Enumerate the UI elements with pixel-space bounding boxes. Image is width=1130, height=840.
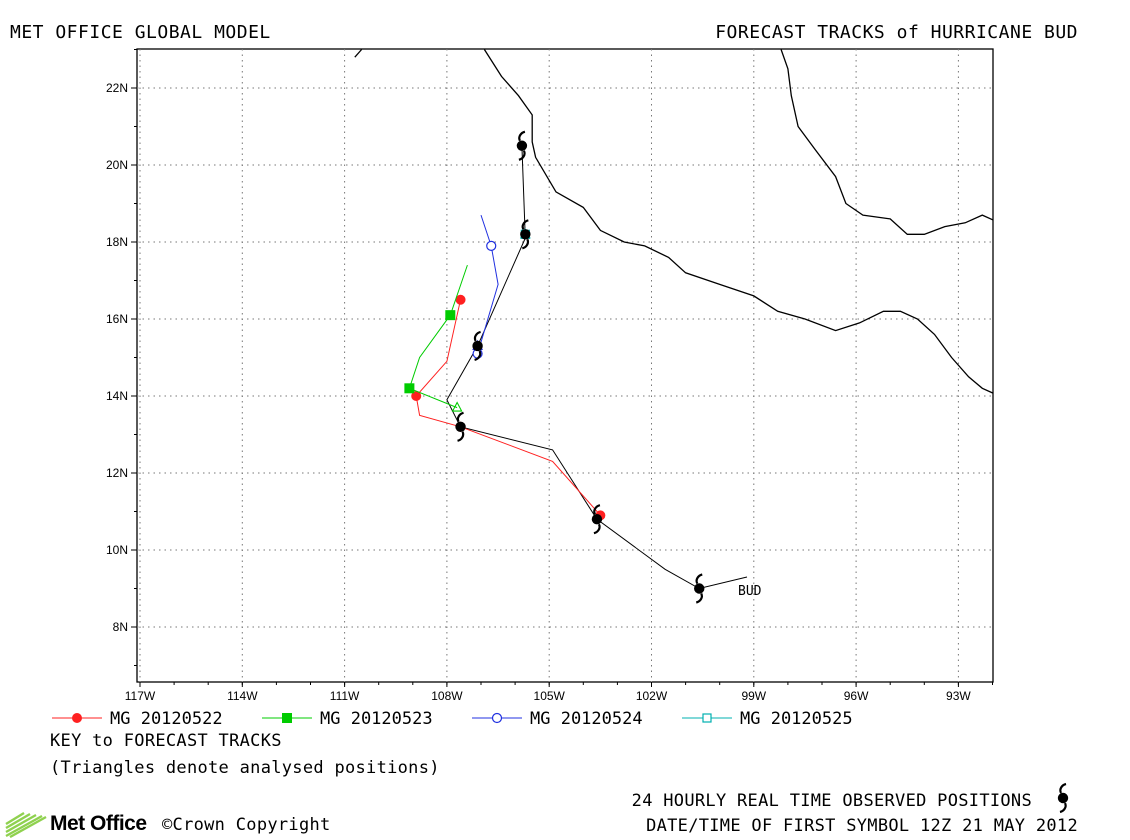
legend-label: MG 20120522: [110, 709, 223, 729]
header-right-title: FORECAST TRACKS of HURRICANE BUD: [715, 22, 1078, 43]
lon-tick-label: 105W: [534, 689, 566, 703]
met-office-logo-icon: [5, 811, 47, 838]
lon-tick-label: 93W: [946, 689, 971, 703]
analysed-position-triangle: [451, 401, 463, 412]
forecast-marker: [404, 383, 415, 394]
header-left-title: MET OFFICE GLOBAL MODEL: [10, 22, 271, 43]
coastline: [483, 49, 993, 394]
first-symbol-date-note: DATE/TIME OF FIRST SYMBOL 12Z 21 MAY 201…: [646, 816, 1078, 836]
coastline-layer: [354, 49, 993, 394]
coastline: [780, 49, 993, 235]
lon-tick-label: 99W: [741, 689, 766, 703]
forecast-marker: [411, 391, 422, 401]
observed-track: [446, 145, 748, 590]
forecast-marker: [486, 240, 497, 251]
legend-marker: [282, 713, 292, 723]
lat-tick-label: 8N: [113, 620, 128, 634]
graticule: [137, 49, 993, 682]
lat-tick-label: 16N: [106, 312, 128, 326]
forecast-marker: [445, 310, 456, 321]
lat-tick-label: 10N: [106, 543, 128, 557]
lat-tick-label: 22N: [106, 81, 128, 95]
storm-name-label: BUD: [738, 584, 762, 599]
legend: MG 20120522 MG 20120523 MG 20120524 MG 2012…: [52, 709, 853, 729]
observed-position-key-icon: [1056, 782, 1070, 814]
lon-tick-label: 114W: [227, 689, 258, 703]
legend-marker: [491, 712, 503, 724]
key-note: (Triangles denote analysed positions): [50, 758, 440, 778]
axis-ticks: 117W 114W 111W 108W 105W 102W 99W 96W 93W 22N 20N 1…: [106, 49, 993, 703]
copyright-text: ©Crown Copyright: [162, 815, 331, 835]
legend-label: MG 20120525: [740, 709, 853, 729]
map-frame: [136, 48, 994, 683]
observed-positions-note: 24 HOURLY REAL TIME OBSERVED POSITIONS: [631, 791, 1032, 811]
legend-marker: [702, 713, 712, 723]
lon-tick-label: 117W: [125, 689, 156, 703]
legend-marker: [72, 713, 82, 723]
key-title: KEY to FORECAST TRACKS: [50, 731, 282, 751]
forecast-marker: [455, 294, 466, 305]
legend-label: MG 20120523: [320, 709, 433, 729]
forecast-track-3: [477, 214, 499, 354]
forecast-track-2: [408, 264, 468, 409]
lat-tick-label: 18N: [106, 235, 128, 249]
lon-tick-label: 108W: [431, 689, 463, 703]
lat-tick-label: 12N: [106, 466, 128, 480]
forecast-track-1: [415, 299, 601, 516]
coastline: [354, 49, 363, 58]
met-office-name: Met Office: [50, 812, 147, 835]
lon-tick-label: 102W: [636, 689, 668, 703]
lat-tick-label: 20N: [106, 158, 128, 172]
lon-tick-label: 96W: [844, 689, 869, 703]
lat-tick-label: 14N: [106, 389, 128, 403]
legend-label: MG 20120524: [530, 709, 643, 729]
lon-tick-label: 111W: [330, 689, 360, 703]
